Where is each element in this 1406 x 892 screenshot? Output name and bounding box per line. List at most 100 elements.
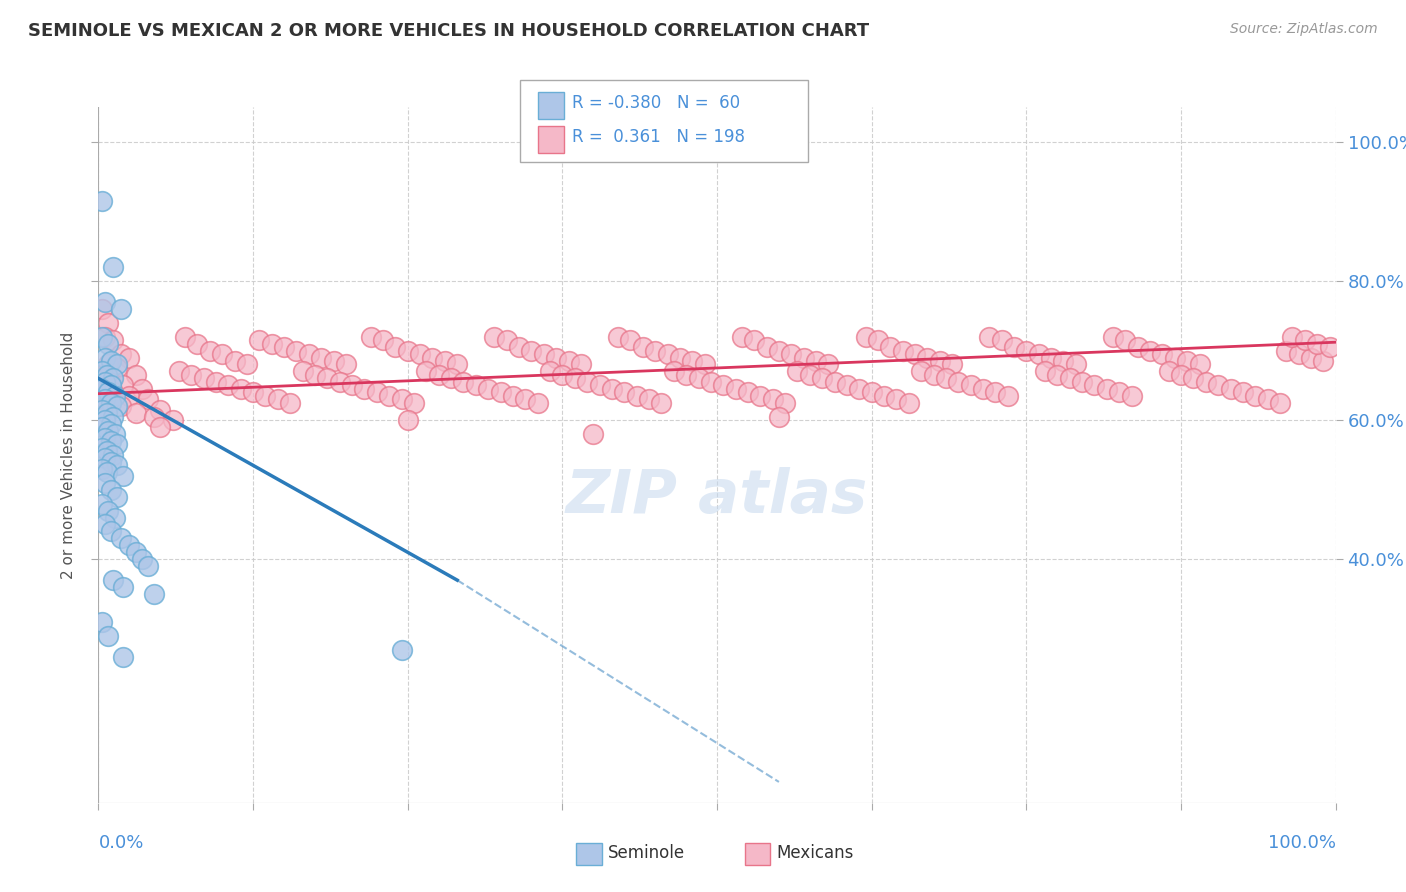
Point [768,409,790,424]
Point [588,378,610,392]
Point [391,392,413,407]
Point [1281,329,1303,343]
Point [440,371,463,385]
Point [105,358,128,372]
Point [700,375,723,389]
Point [366,385,388,400]
Point [236,358,259,372]
Point [489,385,512,400]
Point [1121,389,1143,403]
Point [564,371,586,385]
Point [997,389,1019,403]
Point [848,382,870,396]
Point [711,378,734,392]
Point [427,368,450,382]
Point [91,402,114,417]
Point [149,402,172,417]
Point [229,382,252,396]
Point [97,336,120,351]
Point [298,347,321,361]
Point [1294,333,1316,347]
Point [1299,351,1322,365]
Point [105,490,128,504]
Point [1219,382,1241,396]
Point [211,347,233,361]
Text: Mexicans: Mexicans [776,844,853,862]
Point [866,333,889,347]
Point [93,375,115,389]
Point [93,517,115,532]
Point [897,396,920,410]
Point [224,354,246,368]
Point [149,420,172,434]
Point [886,392,908,407]
Point [198,343,221,358]
Point [533,347,555,361]
Point [1071,375,1094,389]
Point [1040,351,1063,365]
Point [97,396,120,410]
Point [910,364,932,378]
Point [93,451,115,466]
Text: R = -0.380   N =  60: R = -0.380 N = 60 [572,94,741,112]
Point [626,389,648,403]
Point [873,389,896,403]
Point [91,194,114,208]
Point [762,392,785,407]
Point [569,358,592,372]
Point [96,466,118,480]
Point [681,354,703,368]
Point [110,347,132,361]
Point [260,336,283,351]
Point [93,351,115,365]
Point [124,545,146,559]
Point [186,336,208,351]
Point [1188,358,1211,372]
Point [100,378,122,392]
Point [136,559,159,574]
Point [340,378,363,392]
Point [96,368,118,382]
Point [433,354,456,368]
Point [1126,340,1149,354]
Point [93,392,115,407]
Point [93,371,115,385]
Point [402,396,425,410]
Point [688,371,710,385]
Point [91,382,114,396]
Point [415,364,437,378]
Point [136,392,159,407]
Point [316,371,339,385]
Point [817,358,839,372]
Text: R =  0.361   N = 198: R = 0.361 N = 198 [572,128,745,145]
Point [1319,340,1341,354]
Point [484,329,506,343]
Point [860,385,883,400]
Point [1052,354,1074,368]
Point [291,364,314,378]
Point [360,329,382,343]
Point [110,399,132,413]
Point [786,364,808,378]
Point [267,392,290,407]
Point [1195,375,1218,389]
Point [693,358,716,372]
Point [737,385,759,400]
Point [162,413,184,427]
Point [662,364,685,378]
Point [103,371,125,385]
Point [546,351,568,365]
Point [644,343,666,358]
Point [91,301,114,316]
Point [285,343,308,358]
Point [91,329,114,343]
Point [922,368,945,382]
Point [613,385,636,400]
Point [464,378,486,392]
Point [979,329,1001,343]
Point [1306,336,1329,351]
Point [824,375,846,389]
Point [669,351,692,365]
Point [742,333,765,347]
Point [582,427,605,442]
